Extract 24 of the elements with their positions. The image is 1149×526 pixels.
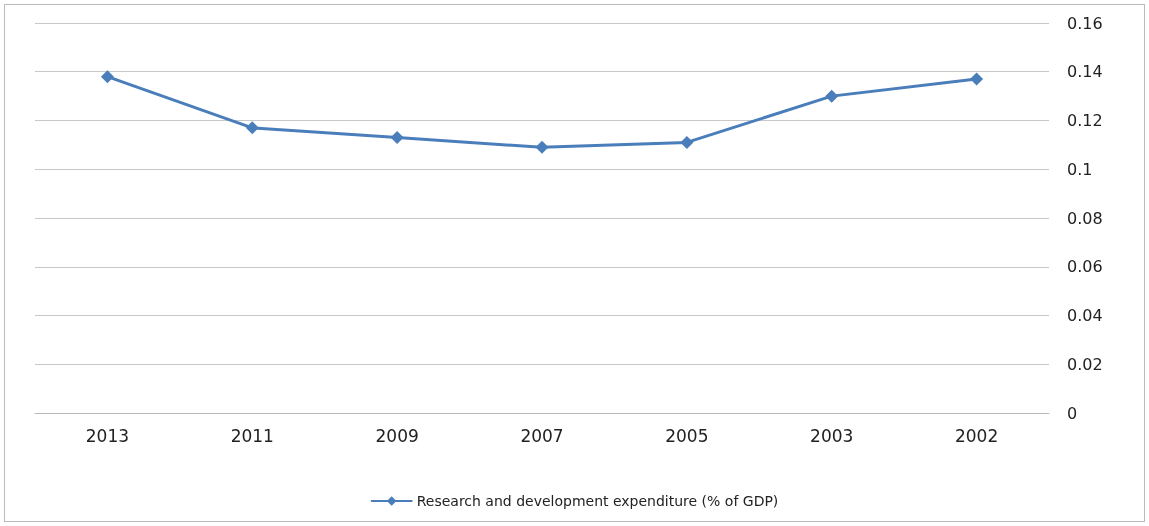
point — [970, 72, 984, 86]
y-tick-label: 0.16 — [1067, 13, 1103, 33]
x-tick-label: 2011 — [230, 425, 274, 446]
point — [535, 140, 549, 154]
x-tick-label: 2009 — [375, 425, 419, 446]
y-tick-label: 0.1 — [1067, 159, 1093, 179]
y-tick-label: 0.14 — [1067, 62, 1103, 82]
x-tick-label: 2007 — [520, 425, 564, 446]
point — [825, 89, 839, 103]
x-tick-label: 2002 — [954, 425, 999, 446]
y-tick-label: 0.12 — [1067, 111, 1103, 130]
y-tick-label: 0.06 — [1067, 257, 1103, 277]
legend-label: Research and development expenditure (% of GDP) — [416, 493, 779, 509]
y-tick-label: 0 — [1067, 403, 1078, 423]
y-tick-label: 0.08 — [1067, 208, 1103, 228]
point — [390, 131, 404, 145]
x-tick-label: 2005 — [665, 425, 709, 446]
x-tick-label: 2013 — [85, 425, 130, 446]
y-tick-label: 0.02 — [1067, 354, 1103, 374]
point — [100, 70, 114, 84]
point — [680, 135, 694, 149]
x-tick-label: 2003 — [810, 425, 854, 446]
point — [245, 121, 259, 135]
y-tick-label: 0.04 — [1067, 306, 1103, 325]
